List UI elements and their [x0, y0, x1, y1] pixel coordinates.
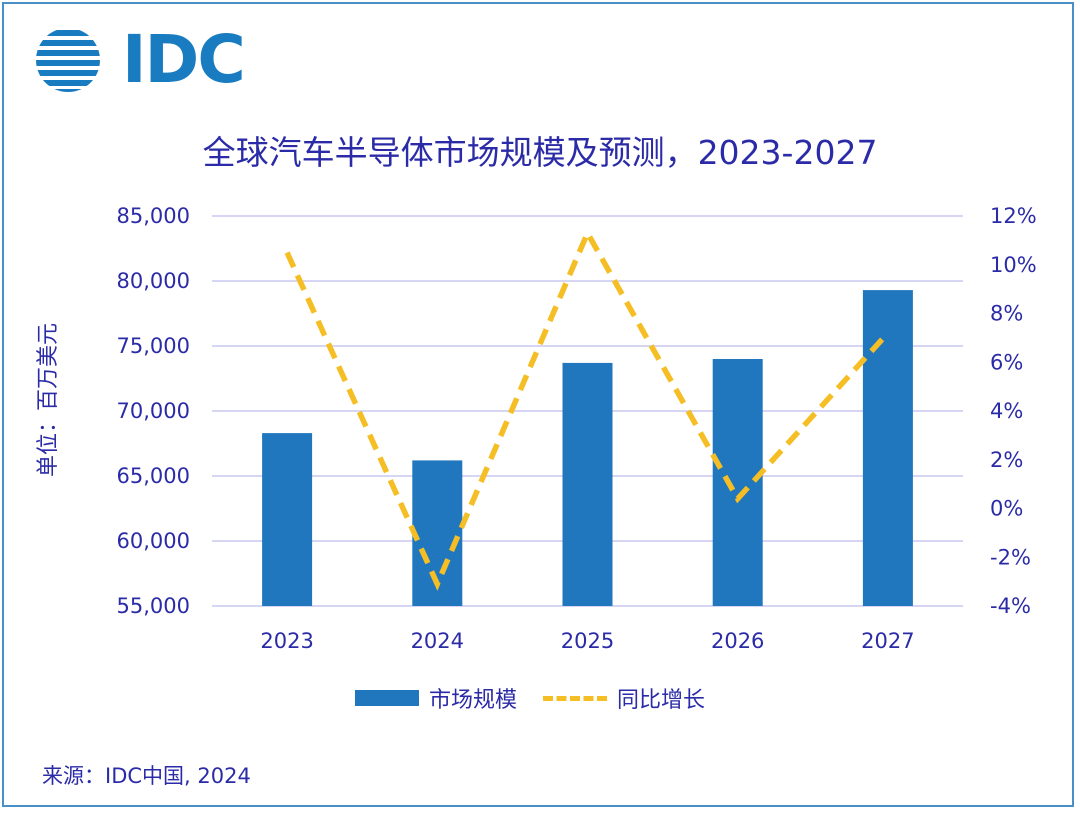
y-right-tick-label: -4%: [990, 594, 1031, 618]
legend-label-growth: 同比增长: [617, 688, 706, 713]
idc-logo: IDC: [34, 21, 264, 98]
x-tick-label: 2025: [561, 629, 614, 653]
x-tick-label: 2024: [411, 629, 464, 653]
y-right-tick-label: 12%: [990, 204, 1037, 228]
y-right-tick-label: 0%: [990, 497, 1023, 521]
bar-market-size: [712, 359, 763, 606]
y-left-tick-label: 60,000: [117, 529, 190, 553]
logo-text: IDC: [122, 21, 246, 98]
y-left-tick-label: 85,000: [117, 204, 190, 228]
legend-line-swatch: [543, 695, 608, 701]
chart-title: 全球汽车半导体市场规模及预测，2023-2027: [202, 133, 878, 172]
y-left-tick-label: 65,000: [117, 464, 190, 488]
y-right-tick-label: 2%: [990, 448, 1023, 472]
source-note: 来源：IDC中国, 2024: [42, 764, 251, 788]
globe-icon: [36, 30, 100, 92]
y-left-tick-label: 70,000: [117, 399, 190, 423]
y-right-tick-label: 4%: [990, 399, 1023, 423]
x-tick-label: 2023: [260, 629, 313, 653]
y-right-tick-label: 10%: [990, 253, 1037, 277]
y-left-tick-label: 80,000: [117, 269, 190, 293]
x-tick-label: 2026: [711, 629, 764, 653]
y-right-tick-label: 8%: [990, 302, 1023, 326]
legend: 市场规模 同比增长: [355, 683, 705, 713]
y-right-tick-label: 6%: [990, 350, 1023, 374]
y-left-tick-label: 55,000: [117, 594, 190, 618]
legend-label-market: 市场规模: [429, 688, 518, 713]
series-line-yoy-growth: [284, 226, 890, 591]
bar-market-size: [262, 433, 313, 606]
bar-market-size: [862, 290, 913, 606]
y-left-tick-label: 75,000: [117, 334, 190, 358]
legend-bar-swatch: [355, 690, 419, 706]
y-right-tick-label: -2%: [990, 545, 1031, 569]
bar-market-size: [562, 362, 613, 606]
x-tick-label: 2027: [861, 629, 914, 653]
